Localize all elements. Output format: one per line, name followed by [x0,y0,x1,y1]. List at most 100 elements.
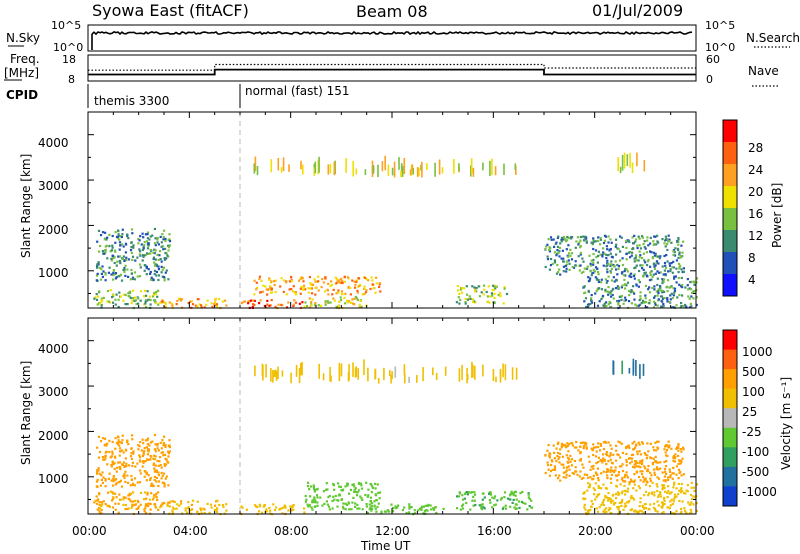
power-echo-cell [493,292,496,295]
power-echo-cell [599,238,602,241]
power-echo-cell [623,270,626,273]
velocity-echo-cell [122,451,125,454]
power-echo-cell [139,250,142,253]
power-echo-cell [143,295,146,298]
velocity-echo-cell [424,504,427,507]
power-echo-cell [633,277,636,280]
power-echo-cell [364,291,368,294]
power-echo-cell [130,272,133,275]
power-echo-cell [690,280,693,283]
velocity-echo-cell [432,367,434,376]
power-echo-cell [648,299,651,302]
velocity-echo-cell [594,455,598,458]
velocity-echo-cell [385,510,388,513]
power-echo-cell [327,164,330,175]
power-echo-cell [351,298,354,301]
velocity-echo-cell [653,473,657,476]
power-echo-cell [391,167,394,176]
velocity-echo-cell [672,472,675,475]
velocity-echo-cell [474,365,476,380]
power-echo-cell [110,249,113,252]
velocity-echo-cell [605,453,608,456]
xlabel: Time UT [360,539,411,553]
velocity-echo-cell [330,375,332,382]
velocity-echo-cell [145,446,148,449]
power-echo-cell [647,288,650,291]
power-echo-cell [568,268,571,271]
power-echo-cell [252,299,255,302]
power-echo-cell [115,235,119,238]
velocity-echo-cell [426,509,429,512]
velocity-echo-cell [153,467,156,470]
velocity-echo-cell [103,444,106,447]
velocity-echo-cell [641,459,644,462]
velocity-echo-cell [112,484,115,487]
power-echo-cell [652,251,655,254]
power-echo-cell [657,262,660,265]
velocity-echo-cell [654,441,657,444]
velocity-echo-cell [659,492,662,495]
velocity-echo-cell [110,455,113,458]
velocity-echo-cell [189,509,192,512]
power-echo-cell [695,296,698,299]
velocity-echo-cell [631,457,634,460]
velocity-echo-cell [506,497,510,500]
power-echo-cell [621,154,624,171]
power-echo-cell [153,248,156,251]
power-echo-cell [645,274,648,277]
power-echo-cell [668,301,671,304]
power-echo-cell [625,252,628,256]
velocity-echo-cell [422,367,424,382]
velocity-echo-cell [608,506,611,510]
velocity-echo-cell [153,470,156,473]
power-echo-cell [117,275,120,278]
power-echo-cell [619,166,622,174]
power-echo-cell [155,301,158,305]
velocity-echo-cell [628,481,631,484]
velocity-echo-cell [591,478,594,481]
power-echo-cell [153,291,156,294]
velocity-echo-cell [667,478,670,481]
velocity-echo-cell [623,489,626,492]
velocity-echo-cell [463,497,466,500]
xtick-0000: 00:00 [72,524,107,538]
power-echo-cell [582,260,585,263]
velocity-echo-cell [634,446,637,449]
velocity-echo-cell [492,369,495,381]
power-echo-cell [329,163,332,174]
velocity-echo-cell [598,506,601,509]
power-echo-cell [459,298,462,301]
power-echo-cell [553,259,556,262]
power-echo-cell [589,264,593,267]
velocity-echo-cell [143,508,146,511]
velocity-echo-cell [683,507,686,510]
velocity-echo-cell [122,498,125,501]
power-echo-cell [352,302,355,305]
power-echo-cell [367,279,370,282]
velocity-echo-cell [585,446,588,449]
velocity-echo-cell [596,494,599,497]
power-echo-cell [253,299,256,302]
power-echo-cell [114,272,118,275]
velocity-echo-cell [611,499,614,503]
power-echo-cell [162,248,165,251]
velocity-echo-cell [161,451,165,454]
velocity-echo-cell [166,460,169,463]
power-echo-cell [602,251,605,254]
velocity-echo-cell [600,472,603,475]
power-echo-cell [127,294,130,298]
power-echo-cell [601,294,605,298]
velocity-echo-cell [618,505,621,508]
velocity-echo-cell [669,474,672,477]
velocity-echo-cell [518,506,521,509]
power-echo-cell [589,302,592,306]
velocity-echo-cell [326,488,329,491]
power-echo-cell [363,287,366,290]
velocity-echo-cell [109,456,112,459]
velocity-echo-cell [342,507,345,510]
velocity-echo-cell [553,451,556,454]
velocity-echo-cell [659,461,662,464]
power-echo-cell [695,277,699,280]
power-echo-cell [282,279,286,282]
power-echo-cell [324,303,327,306]
